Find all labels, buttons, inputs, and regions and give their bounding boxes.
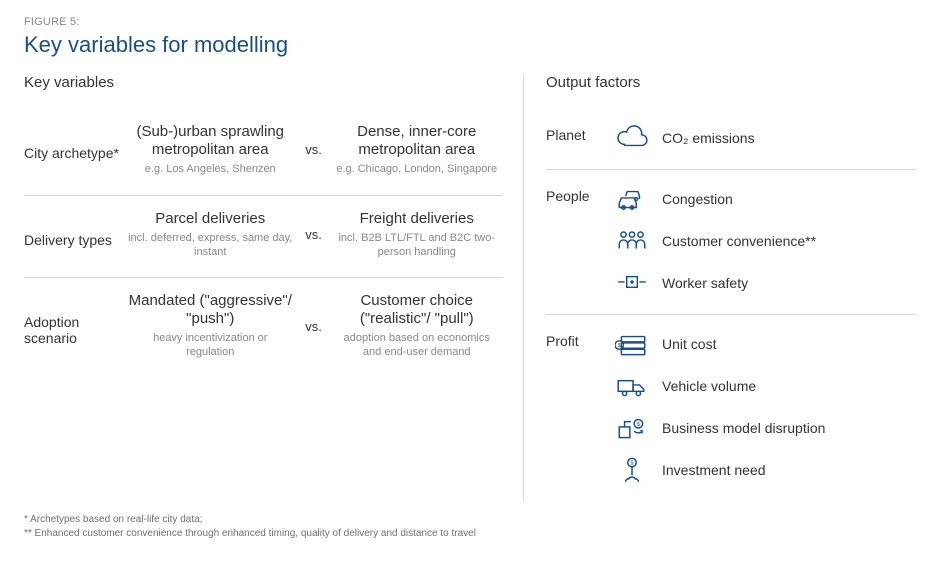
factor-item-text: Business model disruption [662, 420, 825, 436]
factor-item-text: Congestion [662, 191, 733, 207]
money-stack-icon [614, 329, 650, 359]
option-left: Parcel deliveries incl. deferred, expres… [124, 210, 297, 260]
figure-5-container: FIGURE 5: Key variables for modelling Ke… [0, 0, 941, 550]
figure-title: Key variables for modelling [24, 32, 917, 58]
option-left: (Sub-)urban sprawling metropolitan area … [124, 123, 297, 177]
cloud-icon [614, 123, 650, 153]
factor-item: Unit cost [614, 323, 917, 365]
factor-block: Profit Unit cost Vehicle volume Business mo… [546, 315, 917, 501]
option-subtitle: incl. deferred, express, same day, insta… [128, 232, 293, 260]
output-factors-list: Planet CO₂ emissions People Congestion Custo… [546, 109, 917, 501]
vs-separator: vs. [297, 227, 331, 242]
key-variables-heading: Key variables [24, 74, 503, 91]
option-subtitle: e.g. Chicago, London, Singapore [335, 163, 500, 177]
option-title: Customer choice ("realistic"/ "pull") [335, 292, 500, 328]
factor-item: Customer convenience** [614, 220, 917, 262]
option-right: Dense, inner-core metropolitan area e.g.… [331, 123, 504, 177]
option-title: Mandated ("aggressive"/ "push") [128, 292, 293, 328]
invest-icon [614, 455, 650, 485]
option-title: Parcel deliveries [128, 210, 293, 228]
option-left: Mandated ("aggressive"/ "push") heavy in… [124, 292, 297, 360]
factor-category-label: People [546, 178, 614, 204]
factor-item: Investment need [614, 449, 917, 491]
factor-block: Planet CO₂ emissions [546, 109, 917, 170]
factor-item-text: Vehicle volume [662, 378, 756, 394]
cars-icon [614, 184, 650, 214]
output-factors-heading: Output factors [546, 74, 917, 91]
factor-category-label: Profit [546, 323, 614, 349]
footnote-2: ** Enhanced customer convenience through… [24, 527, 917, 541]
factor-item: Congestion [614, 178, 917, 220]
safety-icon [614, 268, 650, 298]
vs-separator: vs. [297, 319, 331, 334]
factor-item-text: Worker safety [662, 275, 748, 291]
row-city-archetype: City archetype* (Sub-)urban sprawling me… [24, 109, 503, 196]
vs-separator: vs. [297, 142, 331, 157]
factor-category-label: Planet [546, 117, 614, 143]
option-right: Customer choice ("realistic"/ "pull") ad… [331, 292, 504, 360]
factor-item-text: Customer convenience** [662, 233, 816, 249]
row-delivery-types: Delivery types Parcel deliveries incl. d… [24, 196, 503, 279]
factor-items: Unit cost Vehicle volume Business model di… [614, 323, 917, 491]
row-label: Adoption scenario [24, 292, 124, 346]
figure-label: FIGURE 5: [24, 16, 917, 28]
row-label: City archetype* [24, 123, 124, 161]
row-label: Delivery types [24, 210, 124, 248]
two-column-layout: Key variables City archetype* (Sub-)urba… [24, 74, 917, 501]
output-factors-column: Output factors Planet CO₂ emissions People… [524, 74, 917, 501]
factor-items: Congestion Customer convenience** Worker s… [614, 178, 917, 304]
option-subtitle: e.g. Los Angeles, Shenzen [128, 163, 293, 177]
footnotes: * Archetypes based on real-life city dat… [24, 513, 917, 540]
option-subtitle: adoption based on economics and end-user… [335, 332, 500, 360]
factor-item: Vehicle volume [614, 365, 917, 407]
factor-block: People Congestion Customer convenience** Wo… [546, 170, 917, 315]
disruption-icon [614, 413, 650, 443]
factor-item-text: Unit cost [662, 336, 716, 352]
option-subtitle: heavy incentivization or regulation [128, 332, 293, 360]
factor-item: Business model disruption [614, 407, 917, 449]
option-subtitle: incl. B2B LTL/FTL and B2C two-person han… [335, 232, 500, 260]
factor-item: Worker safety [614, 262, 917, 304]
factor-items: CO₂ emissions [614, 117, 917, 159]
footnote-1: * Archetypes based on real-life city dat… [24, 513, 917, 527]
option-title: Dense, inner-core metropolitan area [335, 123, 500, 159]
key-variables-column: Key variables City archetype* (Sub-)urba… [24, 74, 524, 501]
factor-item-text: Investment need [662, 462, 766, 478]
option-title: (Sub-)urban sprawling metropolitan area [128, 123, 293, 159]
option-right: Freight deliveries incl. B2B LTL/FTL and… [331, 210, 504, 260]
option-title: Freight deliveries [335, 210, 500, 228]
truck-icon [614, 371, 650, 401]
factor-item: CO₂ emissions [614, 117, 917, 159]
row-adoption-scenario: Adoption scenario Mandated ("aggressive"… [24, 278, 503, 378]
people-icon [614, 226, 650, 256]
factor-item-text: CO₂ emissions [662, 130, 755, 146]
